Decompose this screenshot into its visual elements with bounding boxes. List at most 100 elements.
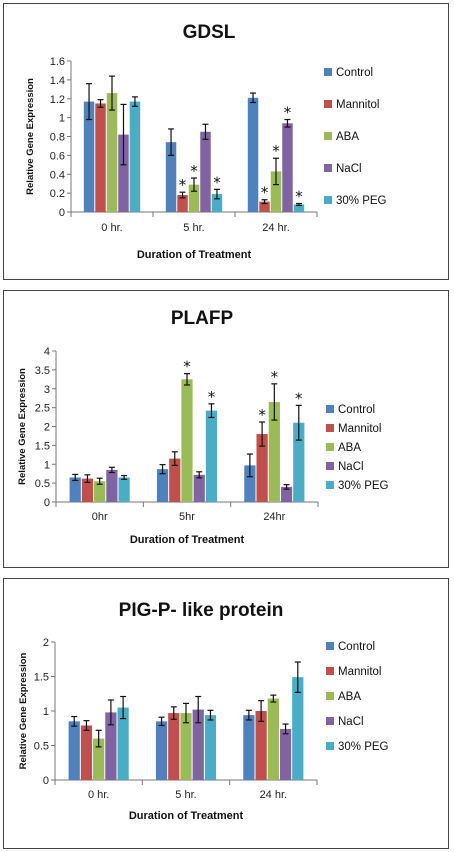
bar-control — [68, 721, 80, 780]
bar-nacl — [106, 469, 118, 502]
bar-nacl — [200, 131, 211, 212]
bar-mannitol — [256, 434, 268, 502]
bar-mannitol — [259, 201, 270, 212]
x-tick-label: 5 hr. — [183, 222, 204, 234]
bar-nacl — [282, 123, 293, 212]
bar-30-peg — [204, 715, 217, 780]
y-tick-label: 2.5 — [35, 403, 50, 415]
x-axis-label: Duration of Treatment — [130, 534, 245, 546]
y-tick-label: 1.5 — [34, 672, 49, 684]
bar-aba — [188, 184, 200, 212]
legend-swatch — [326, 481, 334, 489]
y-tick-label: 0 — [43, 775, 49, 787]
y-tick-label: 0.6 — [50, 150, 65, 162]
bar-30-peg — [211, 194, 223, 212]
legend-label: Control — [336, 67, 373, 79]
y-tick-label: 0.4 — [50, 169, 65, 181]
legend-label: NaCl — [338, 461, 364, 473]
bar-nacl — [193, 474, 205, 502]
legend-swatch — [324, 164, 332, 172]
legend-label: 30% PEG — [338, 741, 389, 753]
legend-swatch — [324, 132, 332, 140]
legend-swatch — [324, 68, 332, 76]
legend-swatch — [326, 667, 334, 675]
y-tick-label: 0 — [44, 497, 50, 509]
y-tick-label: 3 — [44, 384, 50, 396]
bar-30-peg — [129, 101, 141, 212]
legend-label: Mannitol — [336, 99, 379, 111]
bar-aba — [94, 481, 106, 502]
legend-label: Mannitol — [338, 666, 381, 678]
x-axis-label: Duration of Treatment — [137, 249, 252, 261]
significance-star: * — [295, 389, 303, 407]
bar-mannitol — [81, 478, 94, 502]
chart-panel-gdsl: GDSL Relative Gene Expression Duration of … — [3, 3, 449, 280]
x-axis-label: Duration of Treatment — [129, 810, 244, 822]
bar-aba — [106, 93, 118, 212]
legend-swatch — [326, 742, 334, 750]
significance-star: * — [190, 162, 198, 180]
legend-swatch — [324, 196, 332, 204]
x-tick-label: 0 hr. — [88, 789, 109, 801]
legend-swatch — [326, 462, 334, 470]
legend-swatch — [326, 717, 334, 725]
y-tick-label: 1 — [43, 706, 49, 718]
y-axis-label: Relative Gene Expression — [25, 78, 36, 195]
x-tick-label: 24hr — [263, 511, 285, 523]
significance-star: * — [179, 176, 187, 194]
y-tick-label: 1.4 — [50, 75, 65, 87]
legend-label: Control — [338, 641, 375, 653]
bar-aba — [267, 698, 279, 780]
legend-swatch — [326, 642, 334, 650]
bar-control — [243, 715, 255, 780]
y-tick-label: 0.5 — [35, 478, 50, 490]
bar-nacl — [280, 486, 293, 502]
bar-30-peg — [292, 677, 304, 780]
chart-svg-gdsl: GDSL Relative Gene Expression Duration of … — [25, 22, 387, 261]
bar-aba — [93, 738, 105, 780]
significance-star: * — [183, 358, 191, 376]
y-tick-label: 0.8 — [50, 132, 65, 144]
y-tick-label: 1 — [44, 459, 50, 471]
bar-mannitol — [95, 103, 106, 212]
bar-30-peg — [205, 410, 218, 502]
legend-swatch — [326, 443, 334, 451]
chart-title: GDSL — [183, 22, 236, 43]
y-tick-label: 0.2 — [50, 188, 65, 200]
bar-aba — [268, 401, 280, 502]
bar-aba — [270, 171, 282, 212]
x-tick-label: 5hr — [179, 511, 195, 523]
legend-label: 30% PEG — [336, 195, 387, 207]
x-tick-label: 24 hr. — [260, 789, 288, 801]
bar-mannitol — [80, 725, 93, 780]
legend-label: NaCl — [336, 163, 362, 175]
bar-control — [247, 97, 259, 212]
bar-nacl — [105, 712, 117, 780]
bar-control — [156, 469, 169, 502]
bar-mannitol — [255, 711, 267, 780]
x-tick-label: 5 hr. — [175, 789, 196, 801]
y-axis-label: Relative Gene Expression — [17, 368, 28, 485]
bar-aba — [180, 713, 192, 780]
bar-control — [83, 101, 95, 212]
y-axis-label: Relative Gene Expression — [18, 652, 29, 769]
legend-swatch — [326, 405, 334, 413]
y-tick-label: 2 — [44, 422, 50, 434]
bar-30-peg — [293, 422, 305, 502]
bar-mannitol — [177, 195, 188, 212]
legend-label: Mannitol — [338, 423, 381, 435]
y-tick-label: 1.6 — [50, 56, 65, 68]
legend-label: NaCl — [338, 716, 364, 728]
bar-control — [69, 477, 81, 502]
x-tick-label: 0hr — [92, 511, 108, 523]
significance-star: * — [295, 188, 303, 206]
legend-swatch — [326, 424, 334, 432]
chart-svg-plafp: PLAFP Relative Gene Expression Duration of… — [17, 308, 389, 546]
y-tick-label: 0 — [59, 207, 65, 219]
y-tick-label: 2 — [43, 637, 49, 649]
y-tick-label: 3.5 — [35, 365, 50, 377]
chart-title: PIG-P- like protein — [119, 600, 284, 621]
bar-30-peg — [293, 204, 305, 212]
bar-mannitol — [169, 458, 181, 502]
significance-star: * — [258, 406, 266, 424]
